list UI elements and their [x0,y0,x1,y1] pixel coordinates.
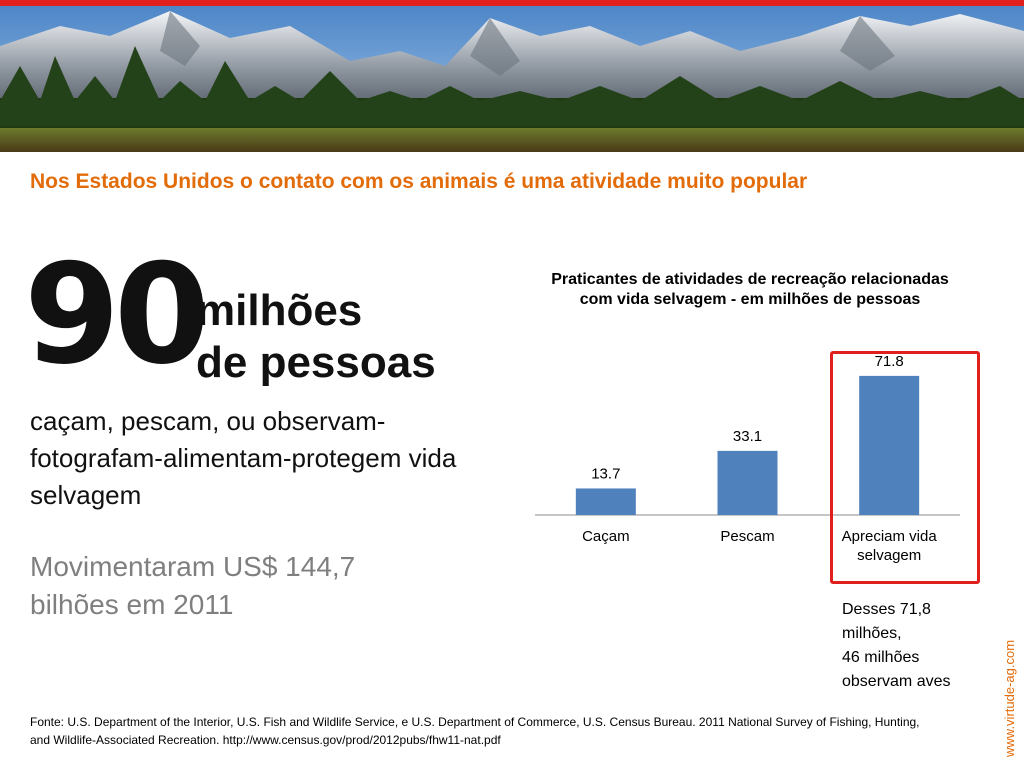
money-text: Movimentaram US$ 144,7 bilhões em 2011 [30,551,356,620]
mountain-banner-image [0,6,1024,152]
watermark: www.virtude-ag.com [1002,639,1017,757]
note-text: Desses 71,8 milhões, 46 milhões observam… [842,598,992,694]
bar-2 [859,375,920,515]
data-label-1: 33.1 [733,428,762,445]
source-line2: and Wildlife-Associated Recreation. http… [30,733,501,747]
source-line1: Fonte: U.S. Department of the Interior, … [30,715,920,729]
category-label-2-1: selvagem [857,547,921,564]
note-line1: Desses 71,8 [842,601,931,618]
note-line2: milhões, [842,625,902,642]
chart-title: Praticantes de atividades de recreação r… [551,271,949,308]
category-label-0-0: Caçam [582,528,630,545]
category-label-1-0: Pescam [720,528,774,545]
note-line3: 46 milhões [842,649,920,666]
bar-1 [717,450,778,515]
bar-0 [575,488,636,515]
stat-unit-line1: milhões [196,286,363,335]
highlight-box [830,351,980,584]
data-label-2: 71.8 [875,353,904,370]
data-label-0: 13.7 [591,465,620,482]
category-label-2-0: Apreciam vida [842,528,938,545]
stat-number: 90 [24,234,210,395]
note-line4: observam aves [842,673,951,690]
headline: Nos Estados Unidos o contato com os anim… [30,170,808,193]
stat-unit-line2: de pessoas [196,338,436,387]
bar-chart: 13.7 Caçam 33.1 Pescam 71.8 Apreciam vida selv… [535,353,960,564]
source-citation: Fonte: U.S. Department of the Interior, … [30,713,990,749]
activities-text: caçam, pescam, ou observam-fotografam-al… [30,406,457,510]
top-accent-bar [0,0,1024,6]
